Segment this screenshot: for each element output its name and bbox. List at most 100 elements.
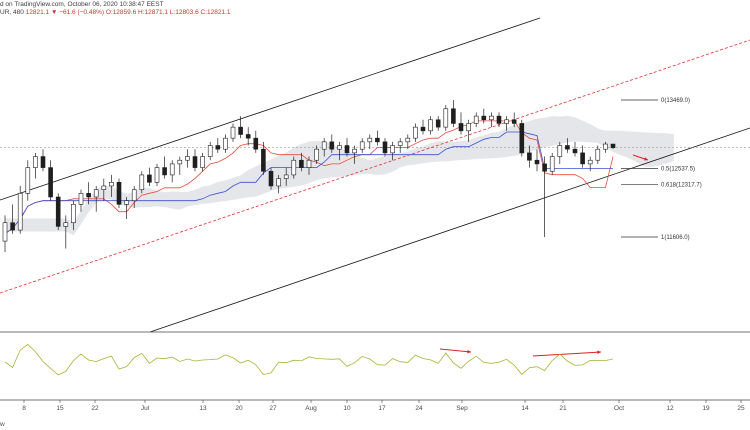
candle-body — [473, 115, 479, 124]
candlesticks — [2, 100, 616, 253]
price-arrow-head — [644, 157, 648, 161]
candle-body — [48, 167, 53, 198]
tick-label: 13 — [199, 405, 207, 412]
candle-body — [549, 156, 555, 172]
candle — [71, 200, 76, 231]
candle-body — [17, 193, 23, 231]
candle — [504, 116, 509, 131]
candle — [390, 141, 395, 161]
ohlc-values: 12821.1 ▼ −61.6 (−0.48%) O:12859.6 H:128… — [25, 9, 231, 16]
candle-body — [101, 185, 107, 190]
candle-body — [519, 123, 525, 154]
candle-body — [299, 159, 304, 168]
candle-body — [481, 115, 487, 121]
candle — [375, 130, 380, 146]
tick-label: Sep — [456, 405, 468, 412]
candle-body — [511, 119, 517, 124]
oscillator-arrow-left-head — [467, 349, 471, 354]
tick-label: 27 — [269, 405, 277, 412]
candle — [595, 145, 601, 164]
candle — [55, 193, 61, 231]
candle — [420, 119, 426, 135]
candle — [397, 138, 403, 153]
candle-body — [2, 222, 8, 242]
candle — [344, 138, 350, 157]
candle — [169, 160, 175, 183]
tick-label: 14 — [521, 405, 529, 412]
oscillator-arrow-right — [532, 351, 602, 357]
candle-body — [443, 108, 449, 128]
candle — [2, 215, 8, 253]
ichimoku-cloud — [5, 115, 674, 236]
candle-body — [207, 145, 213, 157]
candle — [276, 174, 281, 194]
candle — [63, 215, 69, 249]
candle-body — [291, 159, 297, 176]
candle-body — [261, 148, 266, 172]
candle — [192, 149, 198, 172]
candle-body — [397, 141, 403, 146]
candle — [359, 138, 365, 153]
candle-body — [283, 174, 289, 179]
fibonacci-levels: 0(13469.0) 0.5(12537.5) 0.618(12317.7) 1(11… — [621, 98, 702, 241]
candle-body — [603, 143, 608, 150]
time-axis-ticks: 8 15 22 Jul 13 20 27 Aug 10 17 24 Sep 14 21 Oct 12 19 25 — [22, 400, 745, 412]
candle-body — [504, 119, 509, 124]
candle-body — [610, 143, 616, 148]
chart-header-source: d on TradingView.com, October 06, 2020 1… — [0, 1, 164, 8]
candle-body — [344, 145, 350, 154]
candle-body — [253, 137, 259, 150]
candle-body — [352, 148, 357, 154]
candle-body — [147, 174, 152, 183]
candle — [451, 100, 456, 128]
candle — [17, 185, 23, 234]
candle — [215, 138, 221, 153]
candle — [352, 145, 357, 164]
candle-body — [428, 119, 433, 132]
candle-body — [192, 156, 198, 168]
candle — [511, 112, 517, 128]
candle — [268, 167, 274, 190]
candle-body — [587, 159, 593, 165]
candle-body — [466, 123, 471, 132]
tick-label: Aug — [305, 405, 317, 412]
candle-body — [557, 145, 563, 157]
channel-upper-line — [0, 17, 541, 201]
candle — [245, 127, 251, 146]
symbol-interval: UR, 480 — [0, 9, 24, 16]
candle-body — [215, 145, 221, 150]
tick-label: Jul — [141, 405, 150, 412]
candle — [253, 130, 259, 153]
candle-body — [276, 178, 281, 187]
annotation-arrows — [439, 154, 649, 357]
fib-level-label: 0(13469.0) — [661, 98, 690, 104]
channel-lower-line — [149, 127, 750, 333]
candle — [131, 185, 137, 209]
candle — [473, 112, 479, 128]
candle — [101, 178, 107, 201]
fib-level-label: 0.618(12317.7) — [661, 183, 702, 189]
candle — [207, 141, 213, 161]
candle-body — [572, 148, 578, 154]
candle-body — [359, 141, 365, 150]
candle-body — [63, 222, 69, 227]
candle — [185, 149, 190, 168]
candle — [78, 189, 84, 212]
candle — [367, 134, 373, 150]
candle — [147, 167, 152, 186]
candle-body — [405, 137, 411, 143]
candle — [489, 112, 494, 128]
candle-body — [390, 145, 395, 154]
candle — [283, 167, 289, 186]
candle — [109, 174, 114, 197]
candle-body — [116, 181, 122, 205]
tick-label: 8 — [22, 405, 26, 412]
candle — [116, 178, 122, 209]
candle — [572, 141, 578, 157]
candle — [139, 171, 145, 194]
candle-body — [124, 200, 129, 205]
candle — [261, 141, 266, 175]
candle — [519, 119, 525, 157]
oscillator-line — [4, 343, 614, 376]
